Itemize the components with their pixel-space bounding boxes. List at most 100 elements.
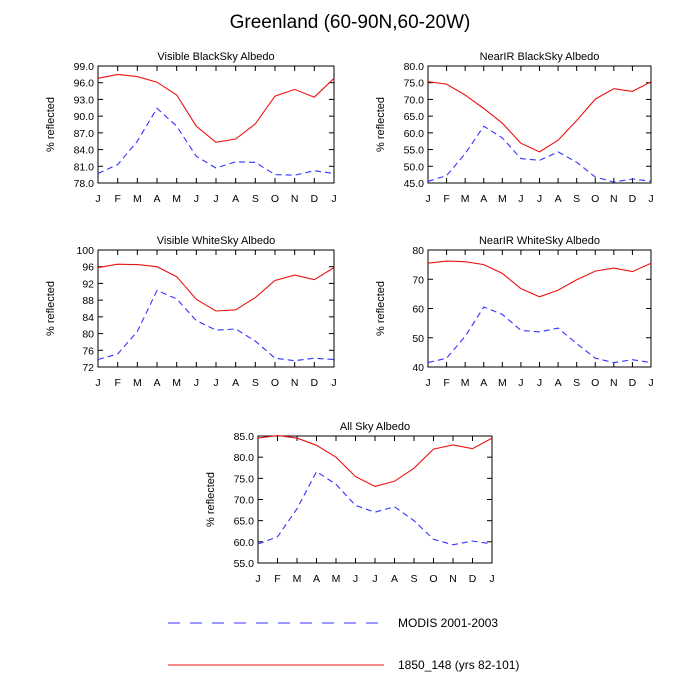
panel-3: Visible WhiteSky Albedo 72 76 80 84 88 92 96 100… (45, 235, 337, 389)
panel-title: Visible WhiteSky Albedo (157, 235, 275, 247)
y-tick-label: 80 (412, 245, 424, 257)
y-tick-label: 96.0 (74, 78, 95, 90)
plot-frame (427, 65, 652, 184)
y-tick-label: 50 (412, 333, 424, 345)
x-tick-label: N (610, 377, 618, 389)
x-tick-label: A (391, 573, 398, 585)
y-tick-label: 84.0 (74, 145, 95, 157)
y-axis-label: % reflected (375, 97, 387, 152)
x-tick-label: J (255, 573, 260, 585)
y-axis-label: % reflected (375, 281, 387, 336)
x-tick-label: S (410, 573, 417, 585)
x-tick-label: J (518, 193, 523, 205)
series-line-modis (97, 107, 335, 176)
series-line-model (427, 81, 652, 153)
x-tick-label: J (213, 377, 218, 389)
y-tick-label: 90.0 (74, 111, 95, 123)
x-tick-label: J (648, 377, 653, 389)
y-tick-label: 80.0 (404, 61, 425, 73)
x-tick-label: J (425, 377, 430, 389)
x-tick-label: D (629, 193, 637, 205)
x-tick-label: S (573, 377, 580, 389)
x-tick-label: J (537, 377, 542, 389)
x-tick-label: O (591, 377, 599, 389)
y-tick-label: 70.0 (234, 495, 255, 507)
x-tick-label: J (353, 573, 358, 585)
y-tick-label: 93.0 (74, 94, 95, 106)
y-axis-label: % reflected (45, 281, 57, 336)
y-axis-label: % reflected (205, 472, 217, 527)
series-line-model (257, 435, 493, 487)
y-tick-label: 72 (82, 362, 94, 374)
series-line-modis (427, 306, 652, 364)
y-tick-label: 84 (82, 312, 94, 324)
x-tick-label: J (331, 377, 336, 389)
x-tick-label: A (555, 377, 562, 389)
x-tick-label: J (489, 573, 494, 585)
y-tick-label: 87.0 (74, 128, 95, 140)
x-tick-label: A (555, 193, 562, 205)
panel-title: Visible BlackSky Albedo (157, 51, 274, 63)
x-tick-label: S (573, 193, 580, 205)
y-tick-label: 96 (82, 262, 94, 274)
x-tick-label: A (480, 377, 487, 389)
x-tick-label: O (271, 377, 279, 389)
panel-title: All Sky Albedo (340, 421, 410, 433)
y-tick-label: 81.0 (74, 161, 95, 173)
series-line-model (97, 73, 335, 143)
x-tick-label: J (331, 193, 336, 205)
plot-frame (97, 65, 335, 184)
x-tick-label: J (95, 377, 100, 389)
y-tick-label: 85.0 (234, 431, 255, 443)
series-line-modis (257, 470, 493, 546)
y-tick-label: 55.0 (404, 145, 425, 157)
y-tick-label: 65.0 (234, 516, 255, 528)
y-tick-label: 100 (76, 245, 94, 257)
panel-1: Visible BlackSky Albedo 78.0 81.0 84.0 87.0 9… (45, 51, 337, 205)
x-tick-label: M (293, 573, 302, 585)
x-tick-label: N (610, 193, 618, 205)
x-tick-label: N (291, 193, 299, 205)
x-tick-label: O (429, 573, 437, 585)
y-tick-label: 75.0 (404, 78, 425, 90)
x-tick-label: J (194, 377, 199, 389)
y-tick-label: 60.0 (404, 128, 425, 140)
x-tick-label: O (591, 193, 599, 205)
series-line-model (97, 263, 335, 312)
x-tick-label: S (252, 377, 259, 389)
x-tick-label: D (311, 193, 319, 205)
x-tick-label: J (95, 193, 100, 205)
x-tick-label: A (480, 193, 487, 205)
x-tick-label: D (629, 377, 637, 389)
x-tick-label: D (311, 377, 319, 389)
x-tick-label: M (461, 193, 470, 205)
y-tick-label: 40 (412, 362, 424, 374)
x-tick-label: F (443, 193, 449, 205)
y-axis-label: % reflected (45, 97, 57, 152)
y-tick-label: 55.0 (234, 558, 255, 570)
series-line-modis (427, 125, 652, 183)
x-tick-label: J (425, 193, 430, 205)
x-tick-label: F (114, 377, 120, 389)
series-line-model (427, 260, 652, 298)
y-tick-label: 70.0 (404, 94, 425, 106)
x-tick-label: J (537, 193, 542, 205)
x-tick-label: M (498, 193, 507, 205)
y-tick-label: 75.0 (234, 473, 255, 485)
y-tick-label: 65.0 (404, 111, 425, 123)
y-tick-label: 50.0 (404, 161, 425, 173)
legend-label: 1850_148 (yrs 82-101) (398, 658, 519, 672)
panel-title: NearIR BlackSky Albedo (480, 51, 600, 63)
x-tick-label: M (172, 377, 181, 389)
panel-5: All Sky Albedo 55.0 60.0 65.0 70.0 75.0 80.0 85… (205, 421, 495, 585)
x-tick-label: F (114, 193, 120, 205)
x-tick-label: M (133, 193, 142, 205)
x-tick-label: J (648, 193, 653, 205)
y-tick-label: 80.0 (234, 452, 255, 464)
x-tick-label: J (213, 193, 218, 205)
panel-title: NearIR WhiteSky Albedo (479, 235, 600, 247)
x-tick-label: M (461, 377, 470, 389)
y-tick-label: 78.0 (74, 178, 95, 190)
